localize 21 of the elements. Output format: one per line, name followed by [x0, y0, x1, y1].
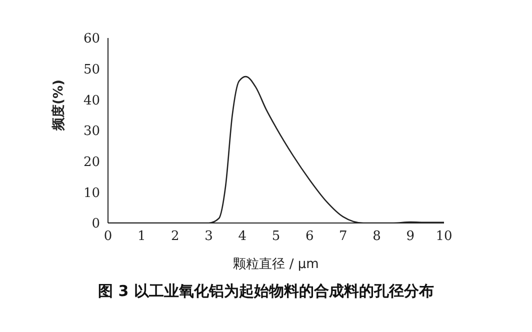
x-axis-title: 颗粒直径 / μm: [233, 257, 319, 272]
x-tick-label: 2: [171, 229, 180, 244]
y-tick-label: 50: [83, 62, 100, 78]
y-tick-label: 0: [92, 216, 100, 232]
x-tick-label: 3: [204, 229, 213, 244]
x-tick-label: 4: [238, 229, 247, 244]
y-tick-label: 40: [83, 93, 100, 108]
x-tick-label: 1: [137, 229, 146, 244]
x-tick-label: 6: [305, 229, 314, 244]
x-tick-label: 7: [339, 229, 348, 244]
y-tick-label: 30: [83, 124, 100, 140]
y-tick-label: 10: [83, 186, 100, 201]
x-tick-label: 9: [406, 229, 415, 244]
x-tick-label: 0: [104, 229, 112, 244]
x-tick-label: 5: [272, 229, 280, 244]
x-tick-label: 8: [372, 229, 381, 244]
x-tick-label: 10: [436, 229, 452, 244]
y-tick-label: 20: [83, 154, 100, 170]
y-axis-title: 频度(%): [50, 80, 67, 132]
text: 图 3 以工业氧化铝为起始物料的合成料的孔径分布: [97, 282, 435, 301]
y-tick-label: 60: [83, 32, 100, 47]
